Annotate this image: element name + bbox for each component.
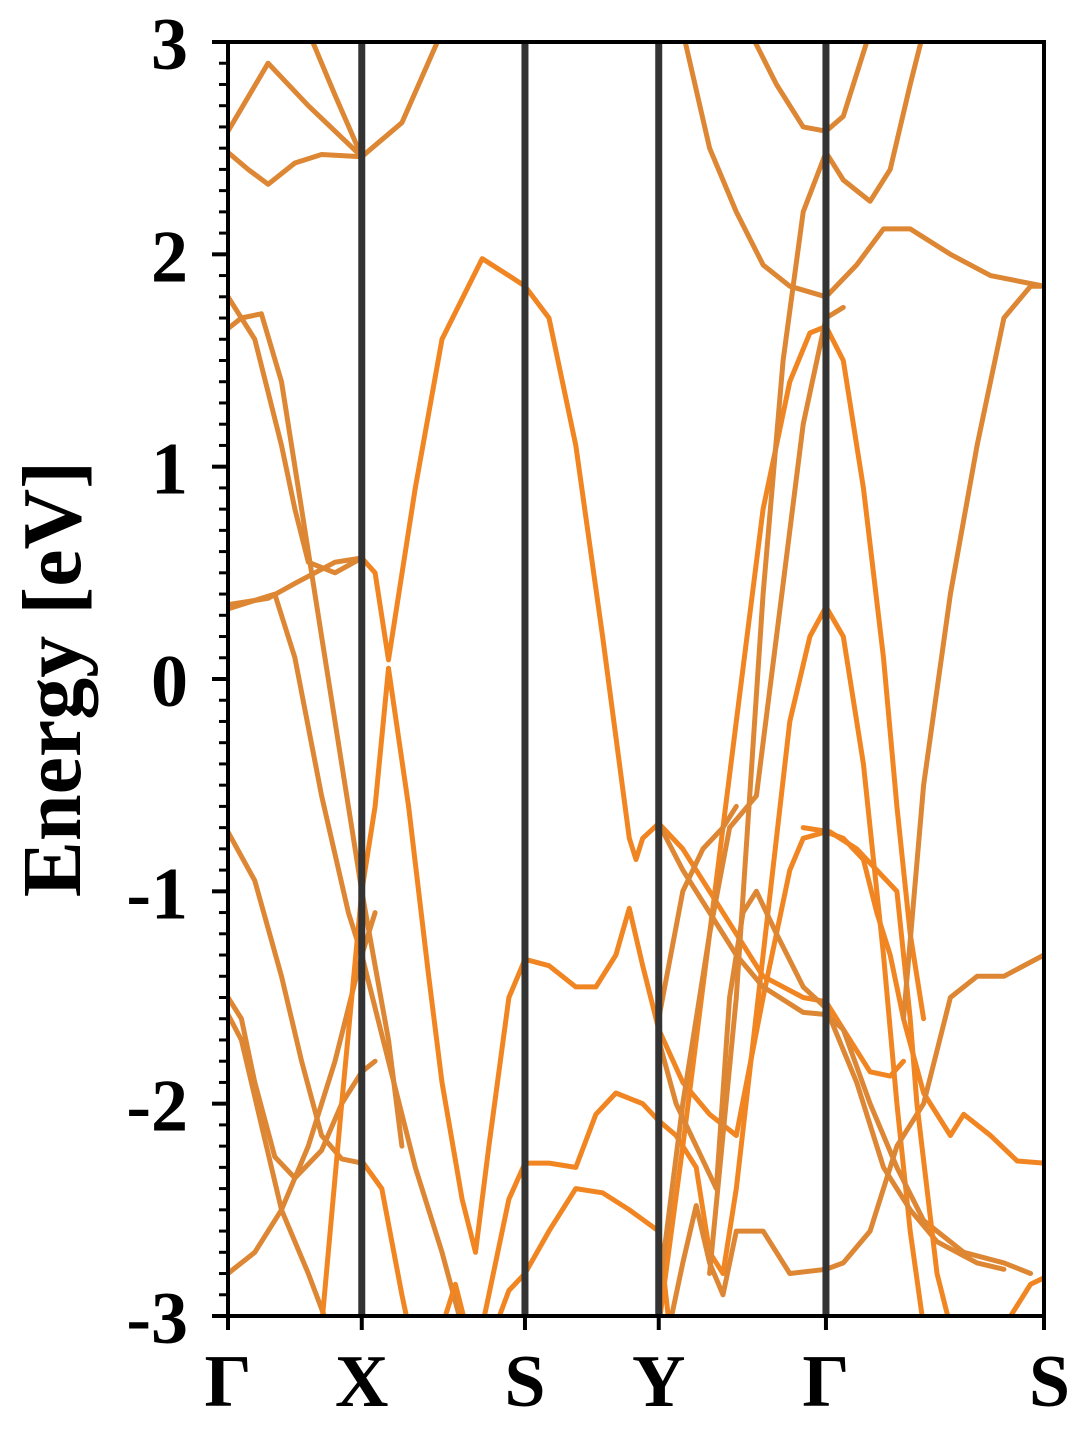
band-line-4 (228, 294, 365, 576)
band-line-28 (1007, 1275, 1044, 1316)
y-tick-label: 1 (151, 429, 188, 511)
x-tick-label: Γ (802, 1341, 849, 1423)
x-tick-label: Γ (204, 1341, 251, 1423)
band-line-19 (656, 304, 846, 1298)
band-line-9 (228, 829, 365, 1166)
y-tick-label: 3 (151, 4, 188, 86)
band-line-24 (682, 42, 1044, 300)
k-point-lines (358, 42, 830, 1316)
x-tick-label: Y (632, 1341, 685, 1423)
y-tick-label: 2 (151, 216, 188, 298)
band-line-20 (669, 952, 1044, 1316)
x-tick-label: S (1029, 1341, 1070, 1423)
y-tick-label: -2 (126, 1066, 188, 1148)
band-line-23 (800, 825, 951, 1316)
band-line-2 (310, 42, 365, 160)
band-line-21 (656, 820, 1034, 1276)
band-line-14 (359, 1158, 409, 1316)
x-tick-label: S (504, 1341, 545, 1423)
band-line-0 (228, 42, 441, 160)
band-line-22 (656, 888, 1007, 1272)
band-line-15 (442, 1281, 467, 1316)
y-axis-label: Energy [eV] (6, 461, 99, 897)
band-line-16 (496, 1186, 671, 1316)
y-tick-label: -3 (126, 1278, 188, 1360)
band-line-10 (228, 995, 378, 1181)
band-line-6 (228, 555, 365, 608)
band-line-25 (752, 42, 870, 134)
x-tick-label: X (335, 1341, 388, 1423)
band-line-27 (901, 283, 1044, 1022)
y-tick-label: 0 (151, 641, 188, 723)
band-line-17 (481, 604, 925, 1316)
band-line-1 (228, 149, 365, 187)
band-line-3 (359, 256, 906, 1079)
band-line-7 (228, 591, 462, 1316)
band-line-11 (228, 1012, 327, 1316)
band-line-5 (228, 311, 405, 1149)
band-lines (228, 42, 1044, 1316)
band-line-29 (656, 803, 739, 1022)
y-tick-label: -1 (126, 853, 188, 935)
y-axis-ticks: 3 2 1 0 -1 -2 -3 (126, 4, 228, 1360)
